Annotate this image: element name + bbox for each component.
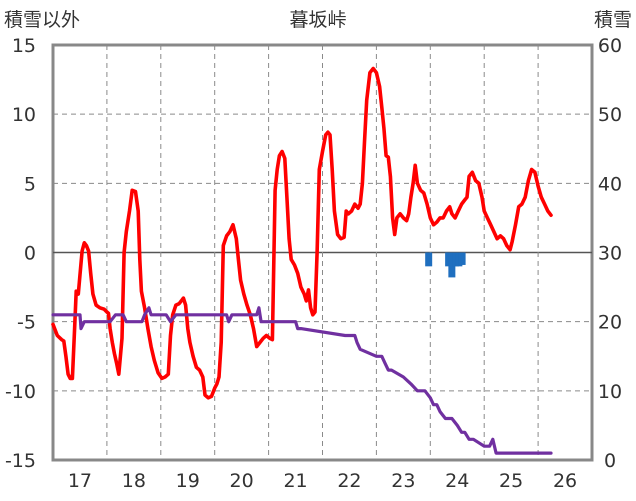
y-right-tick-label: 20 bbox=[598, 312, 622, 334]
y-left-tick-label: -10 bbox=[5, 381, 36, 403]
x-tick-label: 26 bbox=[553, 470, 577, 492]
y-right-tick-label: 30 bbox=[598, 243, 622, 265]
y-right-tick-label: 60 bbox=[598, 35, 622, 57]
y-left-tick-label: 0 bbox=[24, 243, 36, 265]
left-axis-label: 積雪以外 bbox=[4, 9, 80, 31]
temperature-series-line bbox=[51, 66, 553, 400]
y-left-tick-label: 10 bbox=[12, 104, 36, 126]
chart-title: 暮坂峠 bbox=[289, 9, 346, 31]
y-right-tick-label: 10 bbox=[598, 381, 622, 403]
x-tick-label: 25 bbox=[499, 470, 523, 492]
y-left-tick-label: 15 bbox=[12, 35, 36, 57]
y-left-tick-label: 5 bbox=[24, 173, 36, 195]
right-axis-label: 積雪 bbox=[594, 9, 632, 31]
snow-depth-series-line bbox=[51, 306, 553, 455]
y-right-tick-label: 40 bbox=[598, 173, 622, 195]
y-left-tick-label: -15 bbox=[5, 450, 36, 472]
y-right-tick-label: 0 bbox=[604, 450, 616, 472]
x-tick-label: 19 bbox=[176, 470, 200, 492]
x-tick-label: 18 bbox=[122, 470, 146, 492]
x-tick-label: 22 bbox=[337, 470, 361, 492]
precip-bar bbox=[425, 252, 433, 267]
precip-bar bbox=[458, 252, 466, 265]
y-left-tick-label: -5 bbox=[17, 312, 36, 334]
x-tick-label: 24 bbox=[445, 470, 469, 492]
x-tick-label: 23 bbox=[391, 470, 415, 492]
y-right-tick-label: 50 bbox=[598, 104, 622, 126]
x-tick-label: 17 bbox=[68, 470, 92, 492]
precip-bar bbox=[448, 252, 456, 278]
x-tick-label: 20 bbox=[230, 470, 254, 492]
x-tick-label: 21 bbox=[283, 470, 307, 492]
